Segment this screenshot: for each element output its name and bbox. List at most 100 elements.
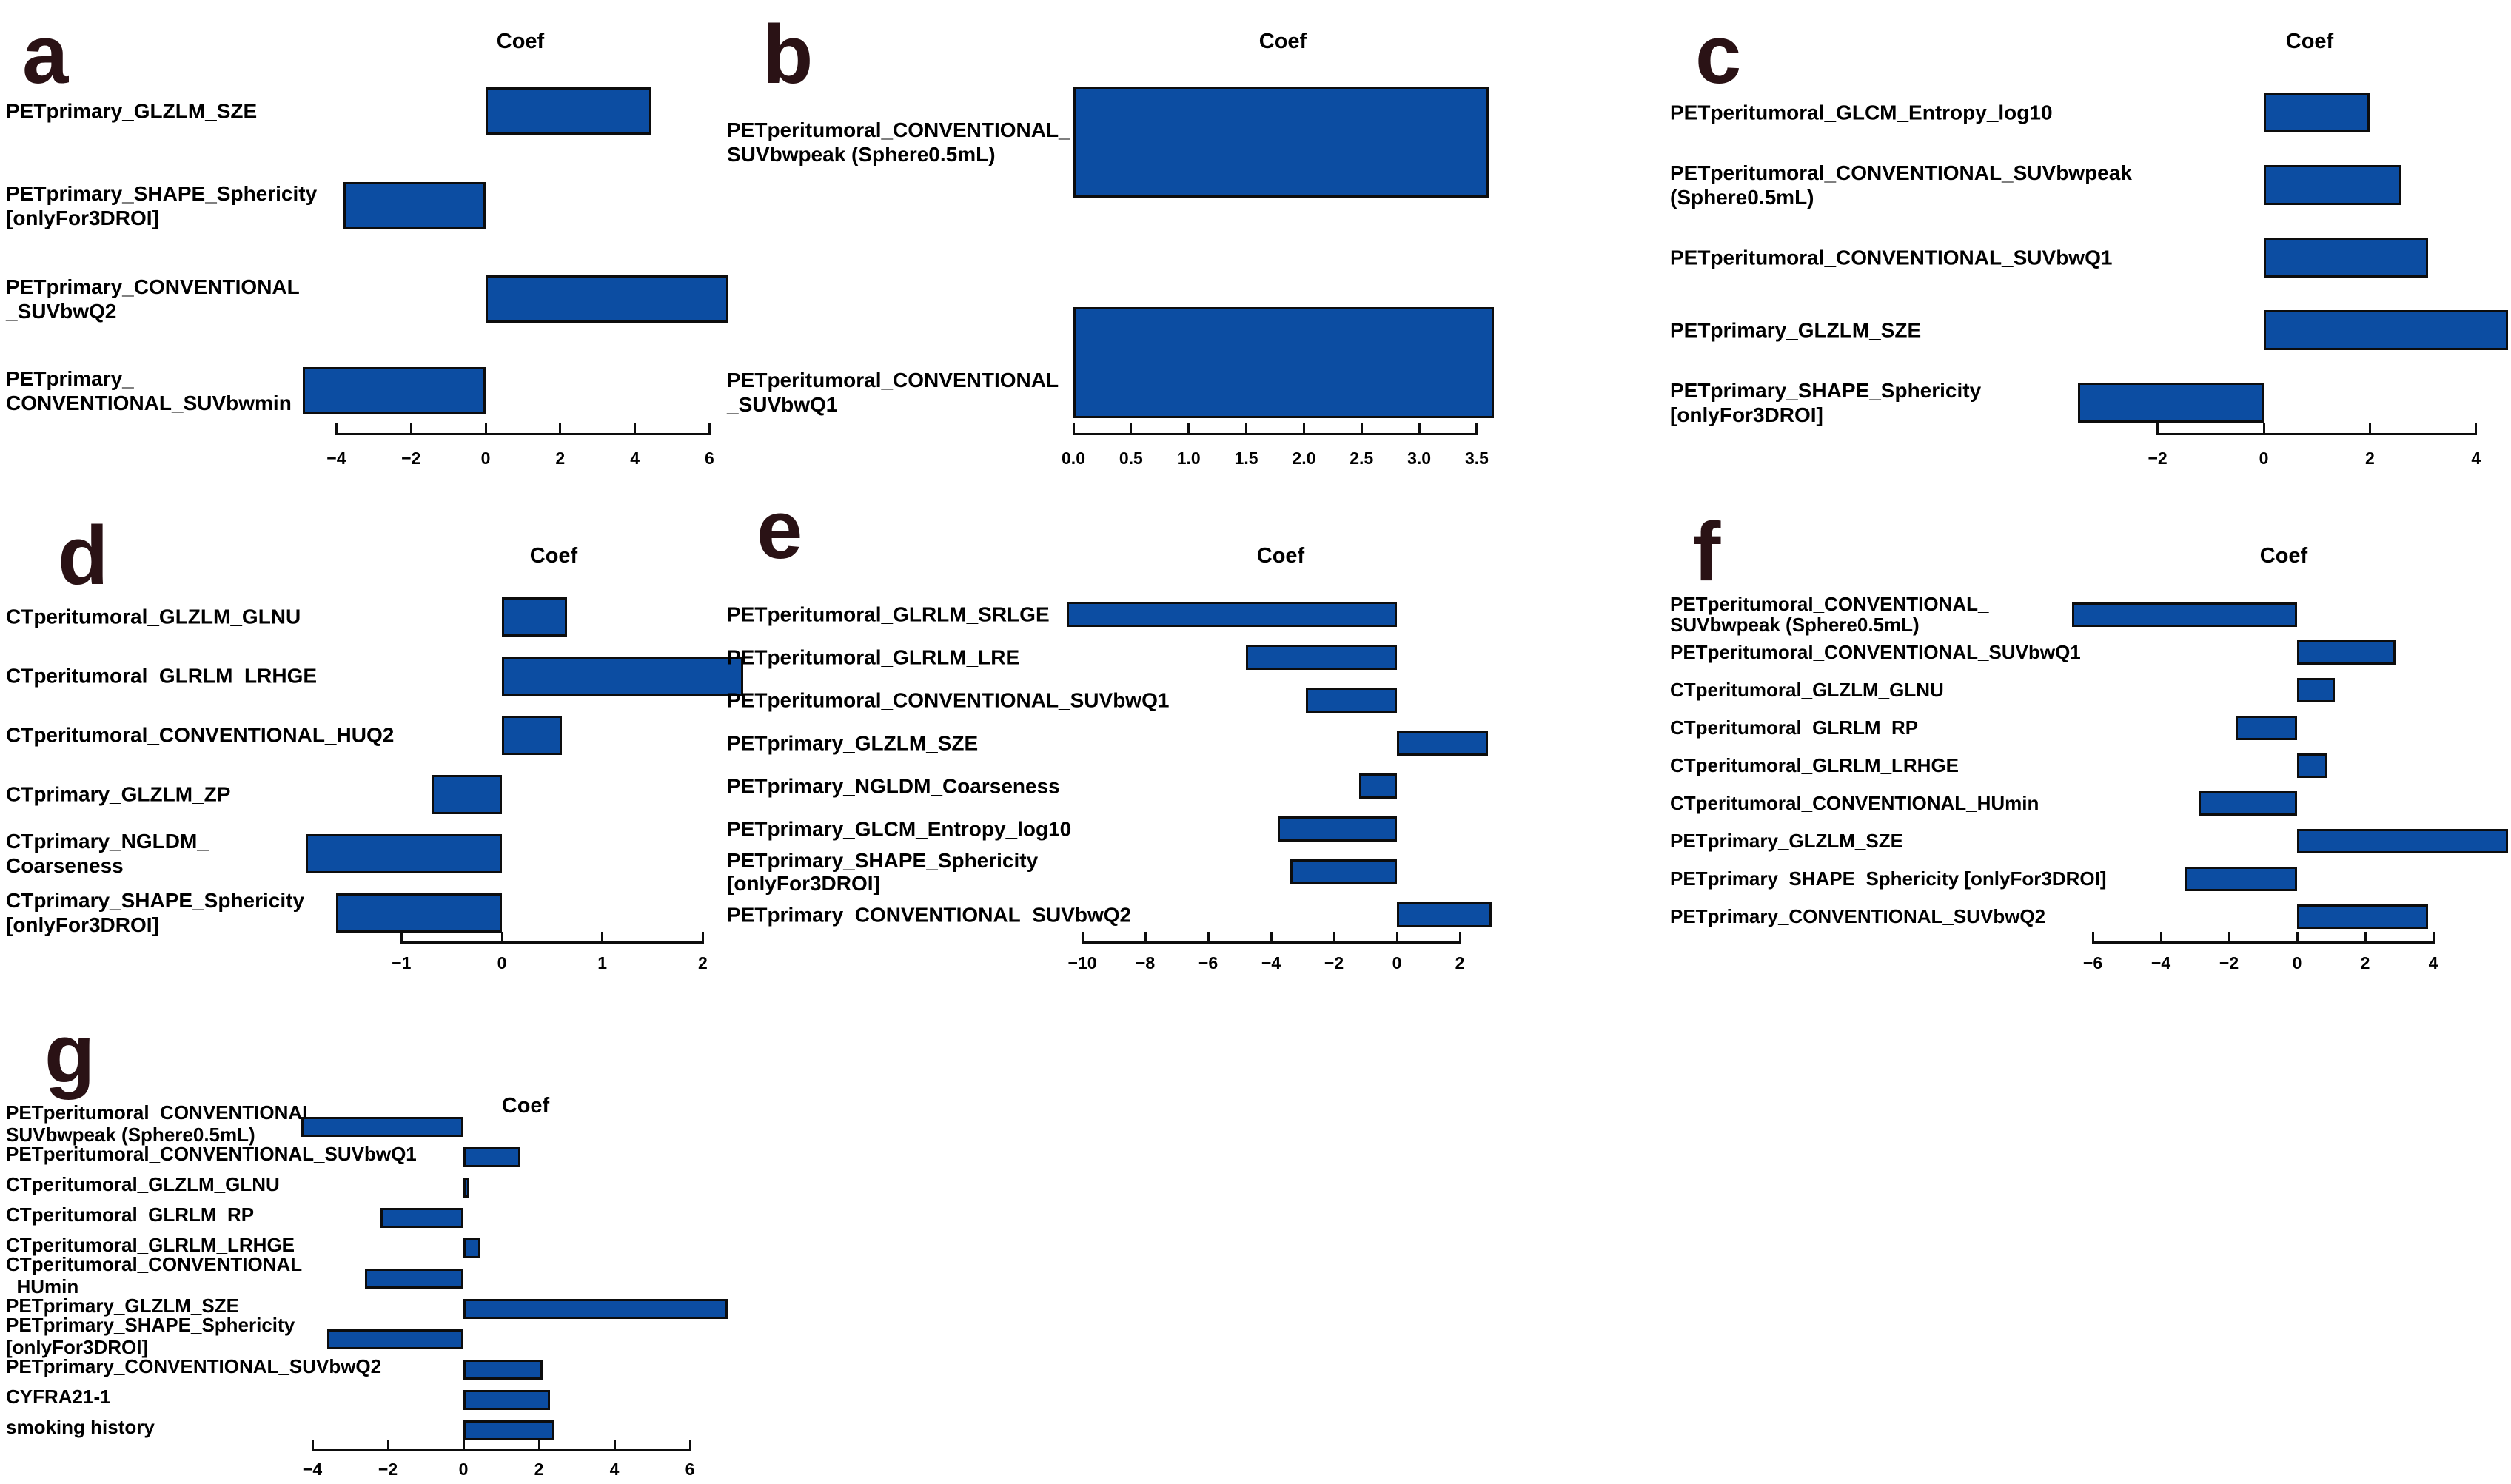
axis-tick-label: −10	[1067, 953, 1097, 973]
axis-tick-label: 2	[534, 1460, 544, 1479]
coef-bar	[2072, 602, 2297, 627]
coef-title: Coef	[2259, 544, 2308, 568]
coef-bar	[1290, 859, 1397, 884]
axis-tick	[1130, 423, 1133, 435]
coef-bar	[1359, 773, 1397, 799]
axis-tick-label: 2.5	[1350, 449, 1374, 468]
axis-tick	[2475, 423, 2478, 435]
axis-tick	[701, 932, 704, 944]
axis-tick	[1144, 932, 1147, 944]
feature-label: PETprimary_SHAPE_Sphericity [onlyFor3DRO…	[1670, 867, 2107, 890]
panel-letter-a: a	[22, 8, 69, 101]
axis-tick	[311, 1440, 314, 1451]
axis-tick-label: −6	[2082, 953, 2103, 973]
axis-tick	[537, 1440, 540, 1451]
axis-tick-label: 0	[458, 1460, 469, 1479]
x-axis-line	[2093, 941, 2433, 944]
axis-tick	[335, 423, 338, 435]
feature-label: CTprimary_GLZLM_ZP	[6, 782, 231, 806]
x-axis-line	[401, 941, 703, 944]
axis-tick-label: 2	[2364, 449, 2375, 468]
axis-tick-label: −4	[1261, 953, 1281, 973]
coef-bar	[380, 1207, 463, 1228]
axis-tick-label: 2	[2360, 953, 2370, 973]
axis-tick-label: −2	[2148, 449, 2168, 468]
axis-tick	[1332, 932, 1335, 944]
axis-tick	[1245, 423, 1248, 435]
coef-bar	[2297, 677, 2335, 702]
axis-tick-label: 0	[1392, 953, 1402, 973]
feature-label: smoking history	[6, 1416, 155, 1438]
axis-tick-label: −2	[1324, 953, 1344, 973]
feature-label: CTperitumoral_CONVENTIONAL_HUmin	[1670, 792, 2039, 814]
axis-tick-label: 2	[697, 953, 708, 973]
coef-bar	[1277, 816, 1397, 842]
coef-bar	[1246, 645, 1397, 670]
axis-tick	[462, 1440, 465, 1451]
coef-bar	[2264, 93, 2370, 132]
feature-label: CTperitumoral_CONVENTIONAL _HUmin	[6, 1253, 303, 1297]
axis-tick-label: −4	[302, 1460, 323, 1479]
coef-bar	[2264, 165, 2402, 205]
feature-label: PETprimary_GLCM_Entropy_log10	[727, 817, 1072, 841]
x-axis-line	[2157, 433, 2476, 435]
axis-tick-label: 0	[497, 953, 507, 973]
feature-label: PETprimary_GLZLM_SZE	[6, 1295, 239, 1317]
axis-tick-label: 0.5	[1119, 449, 1143, 468]
axis-tick-label: −1	[392, 953, 412, 973]
axis-tick	[500, 932, 503, 944]
axis-tick	[1270, 932, 1273, 944]
axis-tick-label: 6	[704, 449, 714, 468]
axis-tick	[1360, 423, 1363, 435]
coef-bar	[463, 1238, 480, 1258]
axis-tick	[2262, 423, 2265, 435]
coef-title: Coef	[2285, 30, 2334, 53]
coef-bar	[502, 597, 568, 637]
coef-bar	[463, 1389, 551, 1410]
feature-label: PETperitumoral_CONVENTIONAL_SUVbwQ1	[727, 688, 1170, 712]
coef-bar	[2264, 238, 2429, 278]
axis-tick	[400, 932, 403, 944]
feature-label: CTperitumoral_GLRLM_LRHGE	[1670, 754, 1959, 776]
feature-label: PETprimary_SHAPE_Sphericity [onlyFor3DRO…	[6, 182, 318, 229]
axis-tick-label: 1	[597, 953, 608, 973]
feature-label: CTperitumoral_GLRLM_RP	[1670, 716, 1919, 739]
x-axis-line	[1082, 941, 1460, 944]
feature-label: PETprimary_ CONVENTIONAL_SUVbwmin	[6, 367, 292, 414]
axis-tick-label: 0	[480, 449, 491, 468]
axis-tick	[559, 423, 562, 435]
coef-bar	[486, 87, 652, 135]
axis-tick	[613, 1440, 616, 1451]
feature-label: PETprimary_GLZLM_SZE	[1670, 830, 1903, 852]
axis-tick-label: 0	[2292, 953, 2302, 973]
axis-tick-label: 1.0	[1176, 449, 1201, 468]
feature-label: PETperitumoral_CONVENTIONAL_SUVbwpeak (S…	[1670, 161, 2132, 209]
coef-bar	[2297, 828, 2509, 853]
coef-bar	[486, 275, 728, 323]
axis-tick	[1081, 932, 1084, 944]
feature-label: CTperitumoral_GLZLM_GLNU	[1670, 679, 1944, 701]
feature-label: PETperitumoral_CONVENTIONAL_ SUVbwpeak (…	[6, 1101, 325, 1146]
axis-tick-label: 4	[2428, 953, 2438, 973]
panel-letter-g: g	[44, 1007, 95, 1100]
feature-label: CTperitumoral_GLRLM_RP	[6, 1203, 255, 1226]
axis-tick	[2368, 423, 2371, 435]
axis-tick-label: −6	[1198, 953, 1218, 973]
axis-tick	[2091, 932, 2094, 944]
axis-tick-label: 4	[609, 1460, 620, 1479]
coef-bar	[1073, 307, 1495, 418]
feature-label: CTperitumoral_GLRLM_LRHGE	[6, 1234, 295, 1256]
feature-label: PETperitumoral_GLRLM_LRE	[727, 645, 1020, 669]
coef-bar	[1397, 731, 1489, 756]
x-axis-line	[1073, 433, 1477, 435]
axis-tick	[2159, 932, 2162, 944]
panel-letter-d: d	[58, 509, 109, 602]
coef-bar	[365, 1268, 463, 1289]
feature-label: PETprimary_CONVENTIONAL _SUVbwQ2	[6, 275, 300, 323]
panel-letter-b: b	[762, 8, 814, 101]
